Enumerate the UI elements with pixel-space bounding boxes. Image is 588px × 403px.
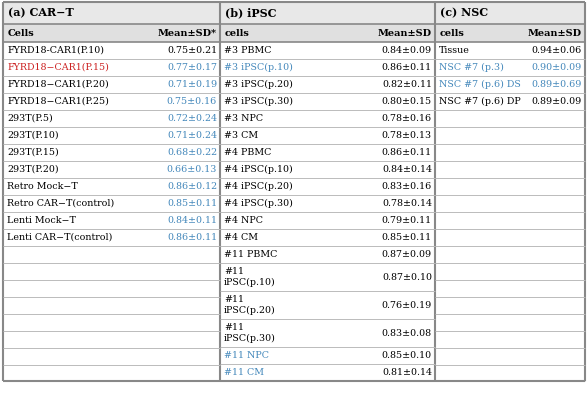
Text: cells: cells xyxy=(225,29,250,37)
Text: 0.72±0.24: 0.72±0.24 xyxy=(167,114,217,123)
Text: 0.78±0.13: 0.78±0.13 xyxy=(382,131,432,140)
Text: 0.89±0.09: 0.89±0.09 xyxy=(532,97,582,106)
Text: 0.82±0.11: 0.82±0.11 xyxy=(382,80,432,89)
Text: 0.84±0.14: 0.84±0.14 xyxy=(382,165,432,174)
Text: 0.83±0.16: 0.83±0.16 xyxy=(382,182,432,191)
Text: iPSC(p.20): iPSC(p.20) xyxy=(224,305,276,315)
Text: #4 iPSC(p.10): #4 iPSC(p.10) xyxy=(224,165,293,174)
Text: 0.86±0.11: 0.86±0.11 xyxy=(167,233,217,242)
Text: 0.71±0.19: 0.71±0.19 xyxy=(167,80,217,89)
Text: #11 PBMC: #11 PBMC xyxy=(224,250,278,259)
Text: #11 NPC: #11 NPC xyxy=(224,351,269,360)
Text: Lenti CAR−T(control): Lenti CAR−T(control) xyxy=(7,233,112,242)
Text: #11: #11 xyxy=(224,268,244,276)
Text: NSC #7 (p.3): NSC #7 (p.3) xyxy=(439,63,504,72)
Text: Mean±SD*: Mean±SD* xyxy=(158,29,217,37)
Text: (c) NSC: (c) NSC xyxy=(440,8,488,19)
Text: #4 CM: #4 CM xyxy=(224,233,258,242)
Text: (b) iPSC: (b) iPSC xyxy=(225,8,276,19)
Text: 0.80±0.15: 0.80±0.15 xyxy=(382,97,432,106)
Bar xyxy=(220,2,435,24)
Text: #3 iPSC(p.20): #3 iPSC(p.20) xyxy=(224,80,293,89)
Text: Mean±SD: Mean±SD xyxy=(528,29,582,37)
Text: #11: #11 xyxy=(224,324,244,332)
Text: 0.78±0.14: 0.78±0.14 xyxy=(382,199,432,208)
Bar xyxy=(435,24,585,42)
Text: 0.85±0.11: 0.85±0.11 xyxy=(382,233,432,242)
Text: Cells: Cells xyxy=(8,29,35,37)
Text: 0.81±0.14: 0.81±0.14 xyxy=(382,368,432,377)
Text: 0.68±0.22: 0.68±0.22 xyxy=(167,148,217,157)
Text: (a) CAR−T: (a) CAR−T xyxy=(8,8,74,19)
Text: FYRD18−CAR1(P.25): FYRD18−CAR1(P.25) xyxy=(7,97,109,106)
Text: #3 PBMC: #3 PBMC xyxy=(224,46,272,55)
Text: #4 NPC: #4 NPC xyxy=(224,216,263,225)
Text: FYRD18−CAR1(P.20): FYRD18−CAR1(P.20) xyxy=(7,80,109,89)
Text: 0.66±0.13: 0.66±0.13 xyxy=(166,165,217,174)
Text: 0.85±0.10: 0.85±0.10 xyxy=(382,351,432,360)
Text: iPSC(p.10): iPSC(p.10) xyxy=(224,278,276,287)
Text: Mean±SD: Mean±SD xyxy=(378,29,432,37)
Text: NSC #7 (p.6) DP: NSC #7 (p.6) DP xyxy=(439,97,521,106)
Text: FYRD18−CAR1(P.15): FYRD18−CAR1(P.15) xyxy=(7,63,109,72)
Text: 0.90±0.09: 0.90±0.09 xyxy=(532,63,582,72)
Text: #11: #11 xyxy=(224,295,244,304)
Text: Lenti Mock−T: Lenti Mock−T xyxy=(7,216,76,225)
Text: 0.79±0.11: 0.79±0.11 xyxy=(382,216,432,225)
Text: 0.75±0.21: 0.75±0.21 xyxy=(167,46,217,55)
Text: 0.89±0.69: 0.89±0.69 xyxy=(532,80,582,89)
Text: NSC #7 (p.6) DS: NSC #7 (p.6) DS xyxy=(439,80,521,89)
Text: 0.75±0.16: 0.75±0.16 xyxy=(167,97,217,106)
Text: #4 iPSC(p.20): #4 iPSC(p.20) xyxy=(224,182,293,191)
Bar xyxy=(3,2,220,24)
Text: #4 PBMC: #4 PBMC xyxy=(224,148,272,157)
Text: 293T(P.20): 293T(P.20) xyxy=(7,165,59,174)
Text: #3 NPC: #3 NPC xyxy=(224,114,263,123)
Text: 0.84±0.09: 0.84±0.09 xyxy=(382,46,432,55)
Text: #3 iPSC(p.30): #3 iPSC(p.30) xyxy=(224,97,293,106)
Text: #3 iPSC(p.10): #3 iPSC(p.10) xyxy=(224,63,293,72)
Text: #11 CM: #11 CM xyxy=(224,368,264,377)
Text: 0.86±0.11: 0.86±0.11 xyxy=(382,63,432,72)
Text: 0.85±0.11: 0.85±0.11 xyxy=(167,199,217,208)
Text: 0.83±0.08: 0.83±0.08 xyxy=(382,328,432,337)
Text: 0.86±0.11: 0.86±0.11 xyxy=(382,148,432,157)
Text: Retro Mock−T: Retro Mock−T xyxy=(7,182,78,191)
Text: 0.77±0.17: 0.77±0.17 xyxy=(167,63,217,72)
Text: #3 CM: #3 CM xyxy=(224,131,258,140)
Text: #4 iPSC(p.30): #4 iPSC(p.30) xyxy=(224,199,293,208)
Text: Tissue: Tissue xyxy=(439,46,470,55)
Bar xyxy=(3,24,220,42)
Text: 0.78±0.16: 0.78±0.16 xyxy=(382,114,432,123)
Text: 293T(P.5): 293T(P.5) xyxy=(7,114,53,123)
Text: 0.71±0.24: 0.71±0.24 xyxy=(167,131,217,140)
Text: 0.87±0.09: 0.87±0.09 xyxy=(382,250,432,259)
Text: FYRD18-CAR1(P.10): FYRD18-CAR1(P.10) xyxy=(7,46,104,55)
Text: 293T(P.15): 293T(P.15) xyxy=(7,148,59,157)
Text: 0.86±0.12: 0.86±0.12 xyxy=(167,182,217,191)
Bar xyxy=(220,24,435,42)
Text: 0.94±0.06: 0.94±0.06 xyxy=(532,46,582,55)
Text: cells: cells xyxy=(440,29,465,37)
Text: 0.87±0.10: 0.87±0.10 xyxy=(382,272,432,282)
Text: 0.84±0.11: 0.84±0.11 xyxy=(167,216,217,225)
Text: 0.76±0.19: 0.76±0.19 xyxy=(382,301,432,310)
Text: Retro CAR−T(control): Retro CAR−T(control) xyxy=(7,199,114,208)
Bar xyxy=(435,2,585,24)
Text: iPSC(p.30): iPSC(p.30) xyxy=(224,333,276,343)
Text: 293T(P.10): 293T(P.10) xyxy=(7,131,59,140)
